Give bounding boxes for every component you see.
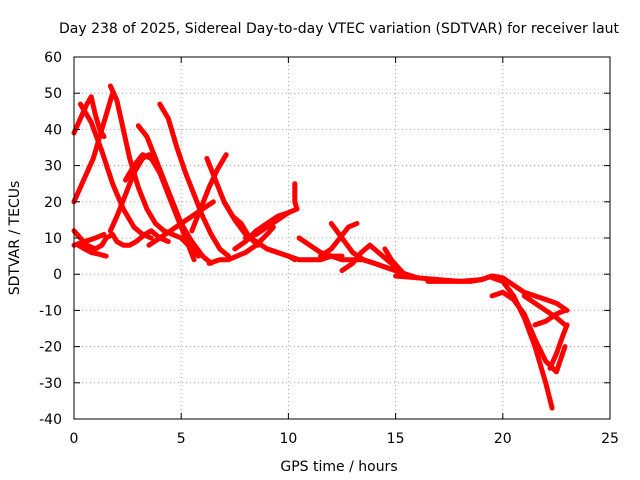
y-tick-label: 60 — [44, 50, 62, 66]
y-tick-label: 40 — [44, 122, 62, 138]
x-axis-label: GPS time / hours — [280, 459, 397, 475]
chart-title: Day 238 of 2025, Sidereal Day-to-day VTE… — [59, 21, 620, 37]
sdtvar-chart: Day 238 of 2025, Sidereal Day-to-day VTE… — [0, 0, 640, 480]
y-tick-label: -40 — [39, 412, 62, 428]
x-tick-label: 25 — [601, 431, 619, 447]
y-tick-label: 10 — [44, 231, 62, 247]
y-tick-label: 0 — [53, 267, 62, 283]
x-tick-label: 0 — [70, 431, 79, 447]
series-layer — [74, 86, 567, 408]
x-tick-label: 15 — [387, 431, 405, 447]
y-tick-label: 50 — [44, 86, 62, 102]
y-tick-label: -30 — [39, 376, 62, 392]
y-tick-label: 20 — [44, 195, 62, 211]
y-tick-label: -20 — [39, 340, 62, 356]
y-tick-label: 30 — [44, 159, 62, 175]
y-axis-label: SDTVAR / TECUs — [7, 181, 23, 296]
y-tick-label: -10 — [39, 303, 62, 319]
series-arc-19 — [295, 184, 297, 209]
x-tick-label: 20 — [494, 431, 512, 447]
x-tick-label: 10 — [279, 431, 297, 447]
series-arc-18 — [246, 209, 298, 238]
x-tick-label: 5 — [177, 431, 186, 447]
